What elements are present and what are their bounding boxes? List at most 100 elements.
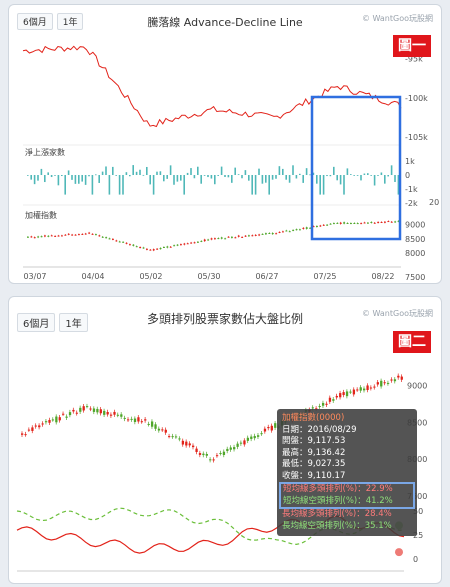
candle-body	[376, 382, 379, 385]
adl-chart-panel: -95k -100k -105k 淨上漲家數 1k 0 -1k -2k 20 加權指數 9000 85…	[8, 4, 442, 284]
candle-body	[98, 235, 101, 237]
candle-body	[44, 235, 46, 237]
candle-body	[274, 423, 277, 428]
tab-1-year[interactable]: 1年	[59, 313, 88, 332]
candle-body	[236, 443, 239, 447]
candle-body	[116, 414, 120, 416]
candle-body	[33, 237, 36, 239]
index-label: 加權指數	[25, 210, 57, 220]
candle-body	[292, 229, 295, 231]
net-up-bar	[190, 168, 192, 175]
candle-body	[229, 447, 232, 450]
candle-body	[248, 235, 250, 237]
net-up-bar	[47, 172, 49, 175]
candle-body	[137, 417, 140, 422]
net-up-bar	[159, 171, 162, 175]
net-up-bar	[268, 175, 270, 195]
net-up-bar	[278, 166, 281, 175]
net-up-bar	[135, 171, 138, 175]
net-up-bar	[329, 175, 332, 177]
candle-body	[198, 453, 202, 455]
net-up-bar	[176, 175, 179, 182]
candle-body	[101, 236, 104, 238]
net-up-label: 淨上漲家數	[25, 147, 65, 157]
net-up-bar	[105, 166, 107, 175]
candle-body	[55, 416, 58, 423]
x-tick: 06/27	[255, 272, 278, 281]
x-tick: 08/22	[371, 272, 394, 281]
net-up-bar	[146, 166, 148, 175]
candle-body	[325, 403, 328, 405]
index-y-tick: 8500	[407, 418, 427, 427]
net-up-bar	[319, 175, 321, 195]
bull-ratio-chart-panel: 9000 8500 8000 7500 50 25 0 6個月 1年 多頭排列股票家數佔大盤…	[8, 296, 442, 584]
tab-6-months[interactable]: 6個月	[17, 313, 56, 332]
net-up-bar	[251, 175, 253, 195]
candle-body	[210, 238, 213, 240]
candle-body	[369, 387, 373, 389]
candle-body	[224, 238, 227, 240]
candle-body	[263, 428, 267, 432]
candle-body	[366, 385, 369, 391]
candle-body	[316, 225, 318, 227]
pct-y-tick: 50	[413, 507, 423, 516]
tab-6-months[interactable]: 6個月	[17, 13, 53, 30]
net-up-bar	[292, 165, 294, 175]
net-up-bar	[54, 175, 56, 176]
adl-series-line	[22, 45, 402, 128]
adl-y-tick: -95k	[405, 55, 423, 64]
candle-body	[129, 244, 131, 246]
net-up-bar	[173, 175, 175, 185]
candle-body	[346, 222, 349, 224]
candle-body	[356, 223, 359, 225]
candle-body	[139, 247, 142, 249]
figure-badge: 圖二	[393, 331, 431, 353]
tooltip-close: 收盤：9,110.17	[282, 470, 346, 481]
candle-body	[258, 234, 261, 236]
net-up-bar	[71, 175, 73, 180]
candle-body	[312, 226, 315, 228]
tab-1-year[interactable]: 1年	[56, 13, 84, 30]
candle-body	[84, 233, 87, 235]
candle-body	[47, 235, 50, 237]
net-up-bar	[312, 172, 315, 175]
candle-body	[68, 412, 72, 416]
candle-body	[192, 445, 195, 448]
candle-body	[48, 419, 51, 423]
net-up-bar	[390, 165, 393, 175]
tooltip-date: 日期：2016/08/29	[282, 424, 357, 435]
candle-body	[75, 412, 79, 414]
range-tabs: 6個月 1年	[17, 313, 88, 332]
extra-y-tick: 20	[429, 198, 439, 207]
net-up-bar	[224, 175, 226, 177]
adl-y-tick: -105k	[405, 133, 428, 142]
candle-body	[383, 382, 386, 384]
candle-body	[339, 393, 342, 398]
candle-body	[205, 453, 208, 456]
candle-body	[96, 408, 99, 413]
candle-body	[326, 224, 329, 226]
net-up-bar	[367, 173, 369, 175]
net-up-bar	[360, 175, 362, 181]
net-up-bar	[67, 170, 70, 175]
net-up-bar	[169, 165, 172, 175]
net-up-bar	[227, 175, 230, 178]
net-up-bar	[258, 168, 260, 175]
candle-body	[349, 391, 352, 393]
candle-body	[195, 448, 198, 453]
net-up-bar	[387, 175, 389, 177]
net-up-bar	[316, 175, 318, 184]
candle-body	[387, 221, 390, 223]
chart-title: 騰落線 Advance-Decline Line	[147, 16, 303, 29]
candle-body	[321, 402, 325, 406]
candle-body	[144, 419, 147, 421]
candle-body	[133, 418, 137, 423]
net-up-bar	[166, 175, 168, 179]
net-up-bar	[98, 175, 100, 183]
net-up-bar	[149, 175, 151, 185]
index-y-tick: 8000	[405, 249, 425, 258]
candle-body	[215, 455, 219, 457]
candle-body	[265, 233, 267, 235]
candle-body	[159, 247, 162, 250]
pct-y-tick: 25	[413, 531, 423, 540]
